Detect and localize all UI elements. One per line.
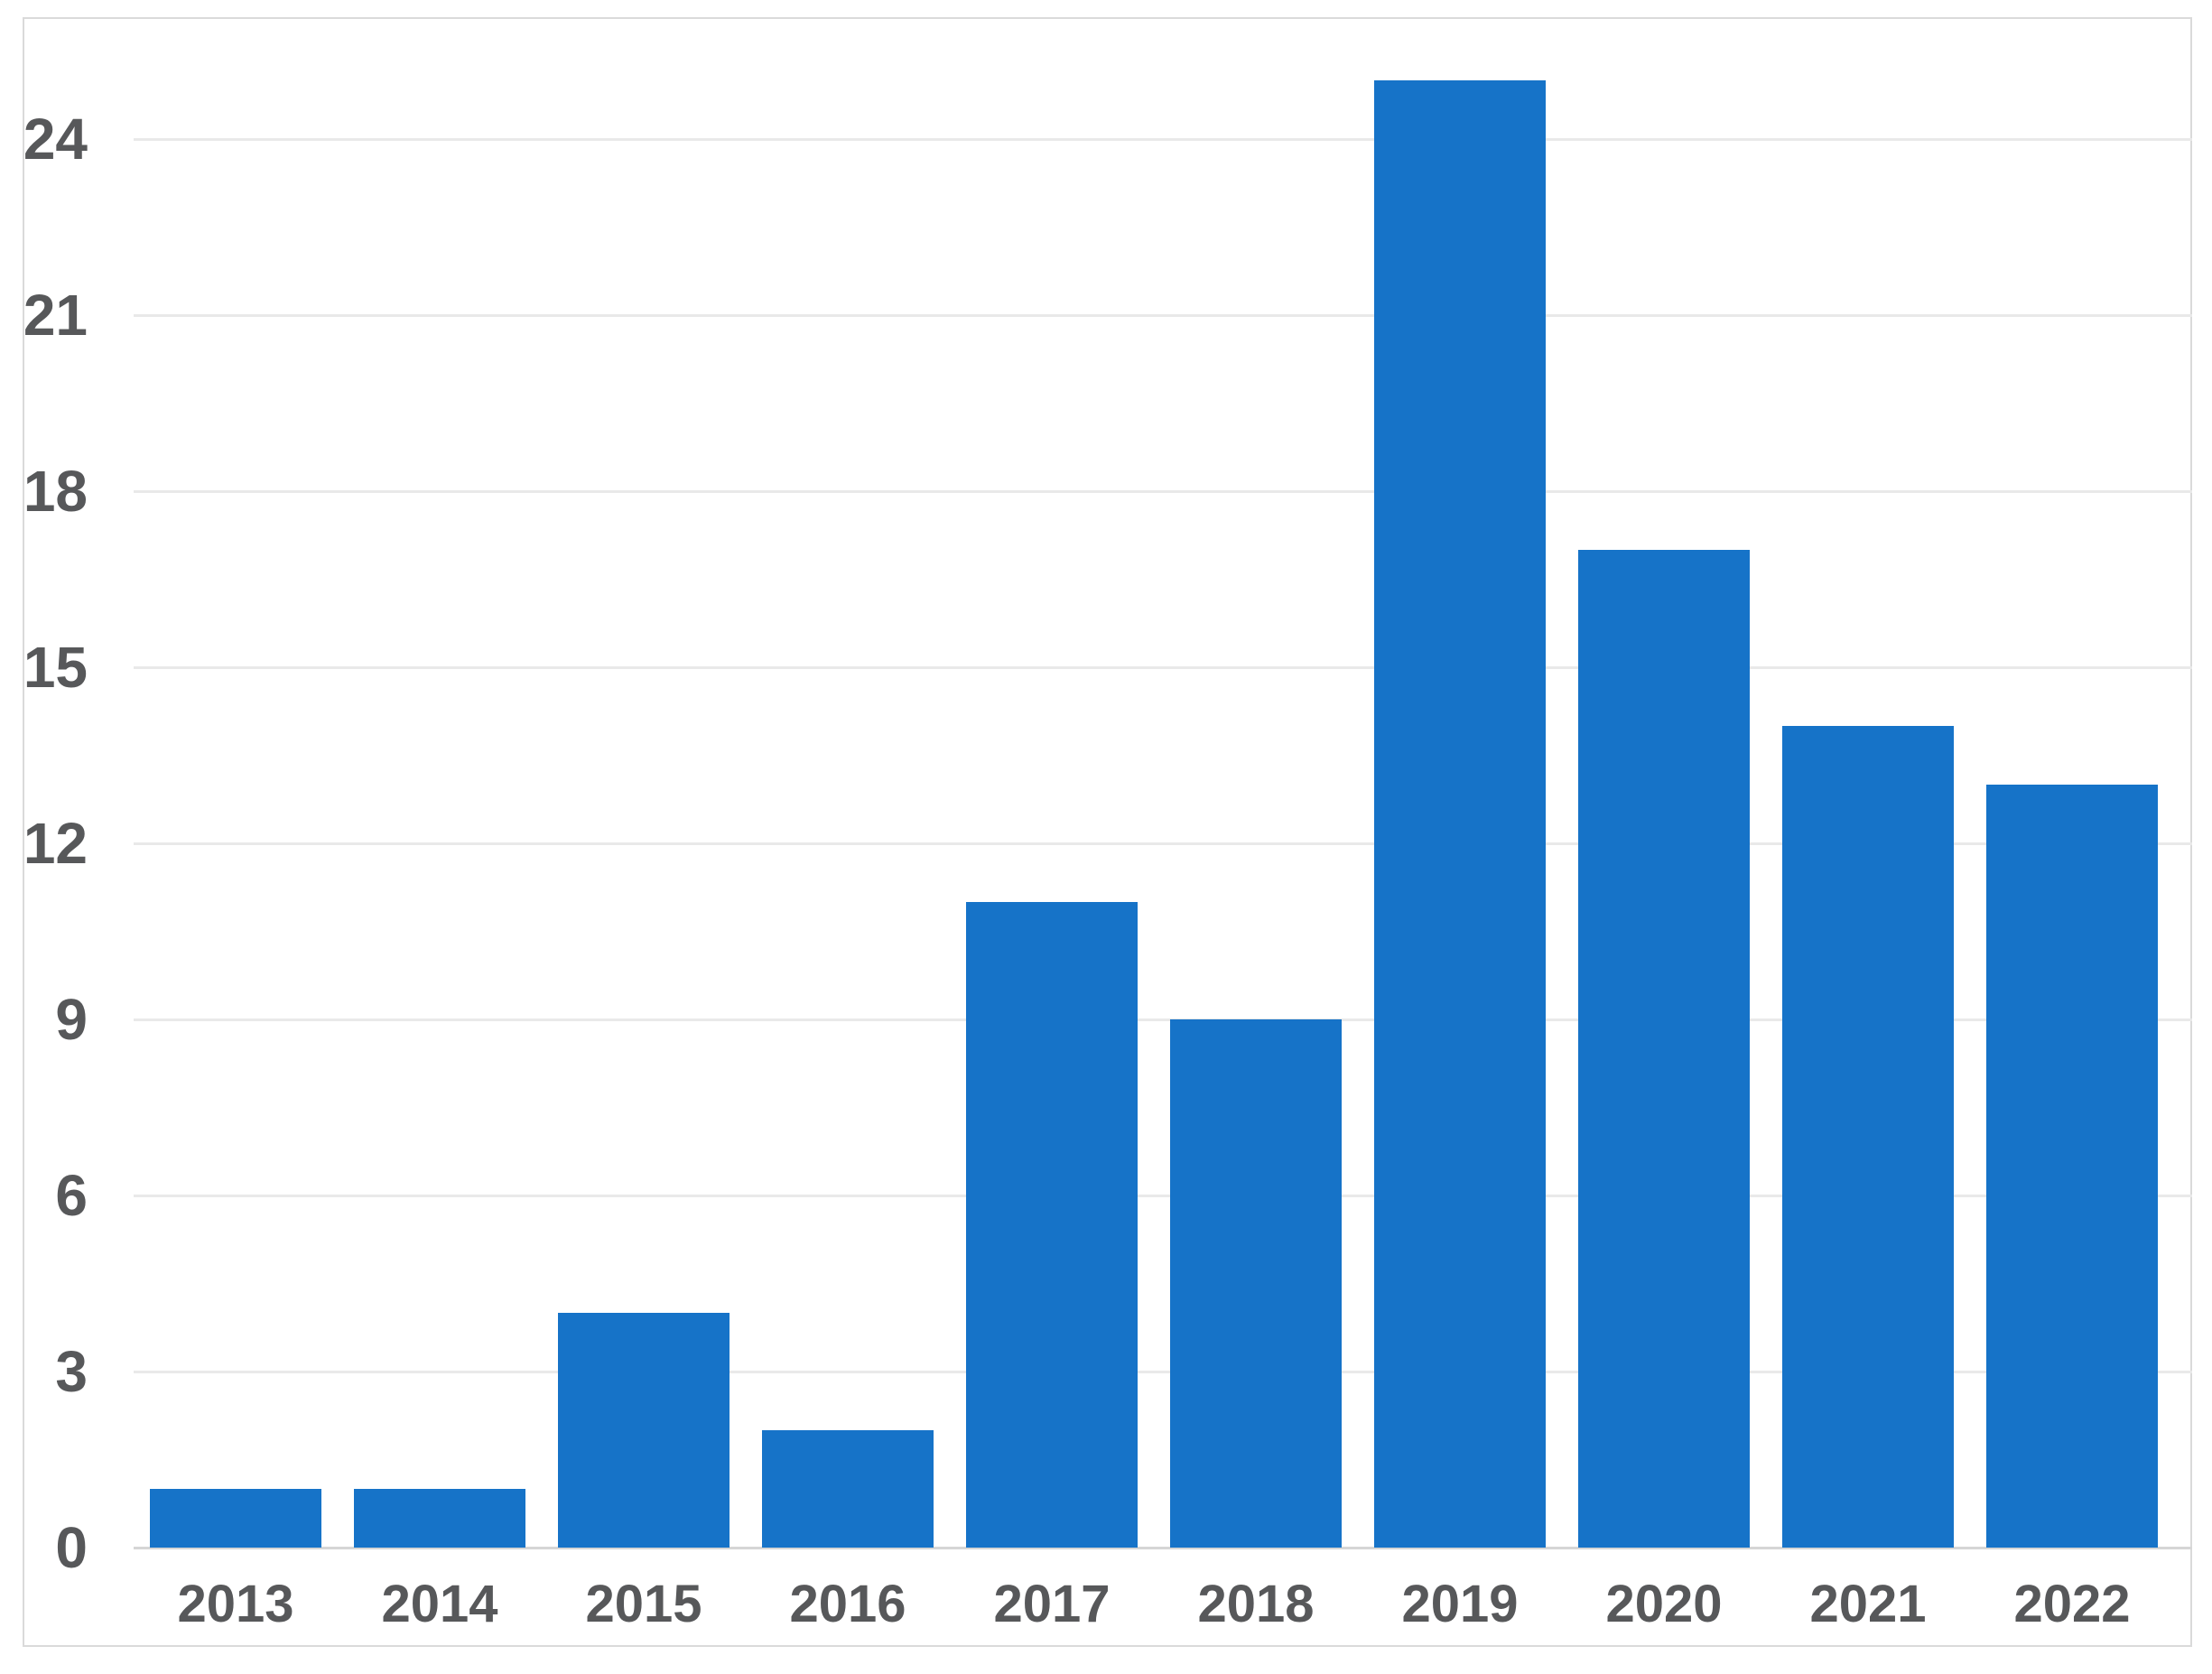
y-axis-label-24: 24: [23, 107, 88, 172]
x-axis-label-2016: 2016: [789, 1575, 906, 1633]
y-axis-label-0: 0: [55, 1515, 88, 1580]
gridline-y-18: [134, 490, 2192, 493]
x-axis-label-2020: 2020: [1605, 1575, 1723, 1633]
gridline-y-0: [134, 1547, 2192, 1549]
x-axis-label-2014: 2014: [381, 1575, 498, 1633]
x-axis-label-2013: 2013: [177, 1575, 294, 1633]
y-axis-label-9: 9: [55, 987, 88, 1052]
bar-2019[interactable]: [1374, 80, 1546, 1548]
bar-2020[interactable]: [1578, 550, 1750, 1548]
y-axis-label-15: 15: [23, 635, 88, 700]
bar-2015[interactable]: [558, 1313, 730, 1548]
y-axis-label-21: 21: [23, 283, 88, 348]
gridline-y-3: [134, 1371, 2192, 1373]
x-axis-label-2019: 2019: [1401, 1575, 1519, 1633]
gridline-y-6: [134, 1195, 2192, 1197]
gridline-y-24: [134, 138, 2192, 141]
bar-2017[interactable]: [966, 902, 1138, 1548]
gridline-y-12: [134, 842, 2192, 845]
bar-2018[interactable]: [1170, 1019, 1342, 1548]
x-axis-label-2021: 2021: [1809, 1575, 1927, 1633]
x-axis-label-2017: 2017: [993, 1575, 1111, 1633]
gridline-y-15: [134, 666, 2192, 669]
gridline-y-9: [134, 1018, 2192, 1021]
y-axis-label-3: 3: [55, 1339, 88, 1404]
y-axis-label-12: 12: [23, 811, 88, 876]
bar-2013[interactable]: [150, 1489, 321, 1548]
y-axis-label-6: 6: [55, 1163, 88, 1228]
bar-2021[interactable]: [1782, 726, 1954, 1548]
bar-2014[interactable]: [354, 1489, 525, 1548]
y-axis-label-18: 18: [23, 459, 88, 524]
x-axis-label-2022: 2022: [2013, 1575, 2131, 1633]
bar-2016[interactable]: [762, 1430, 934, 1548]
x-axis-label-2015: 2015: [585, 1575, 702, 1633]
gridline-y-21: [134, 314, 2192, 317]
x-axis-label-2018: 2018: [1197, 1575, 1315, 1633]
bar-2022[interactable]: [1986, 785, 2158, 1548]
